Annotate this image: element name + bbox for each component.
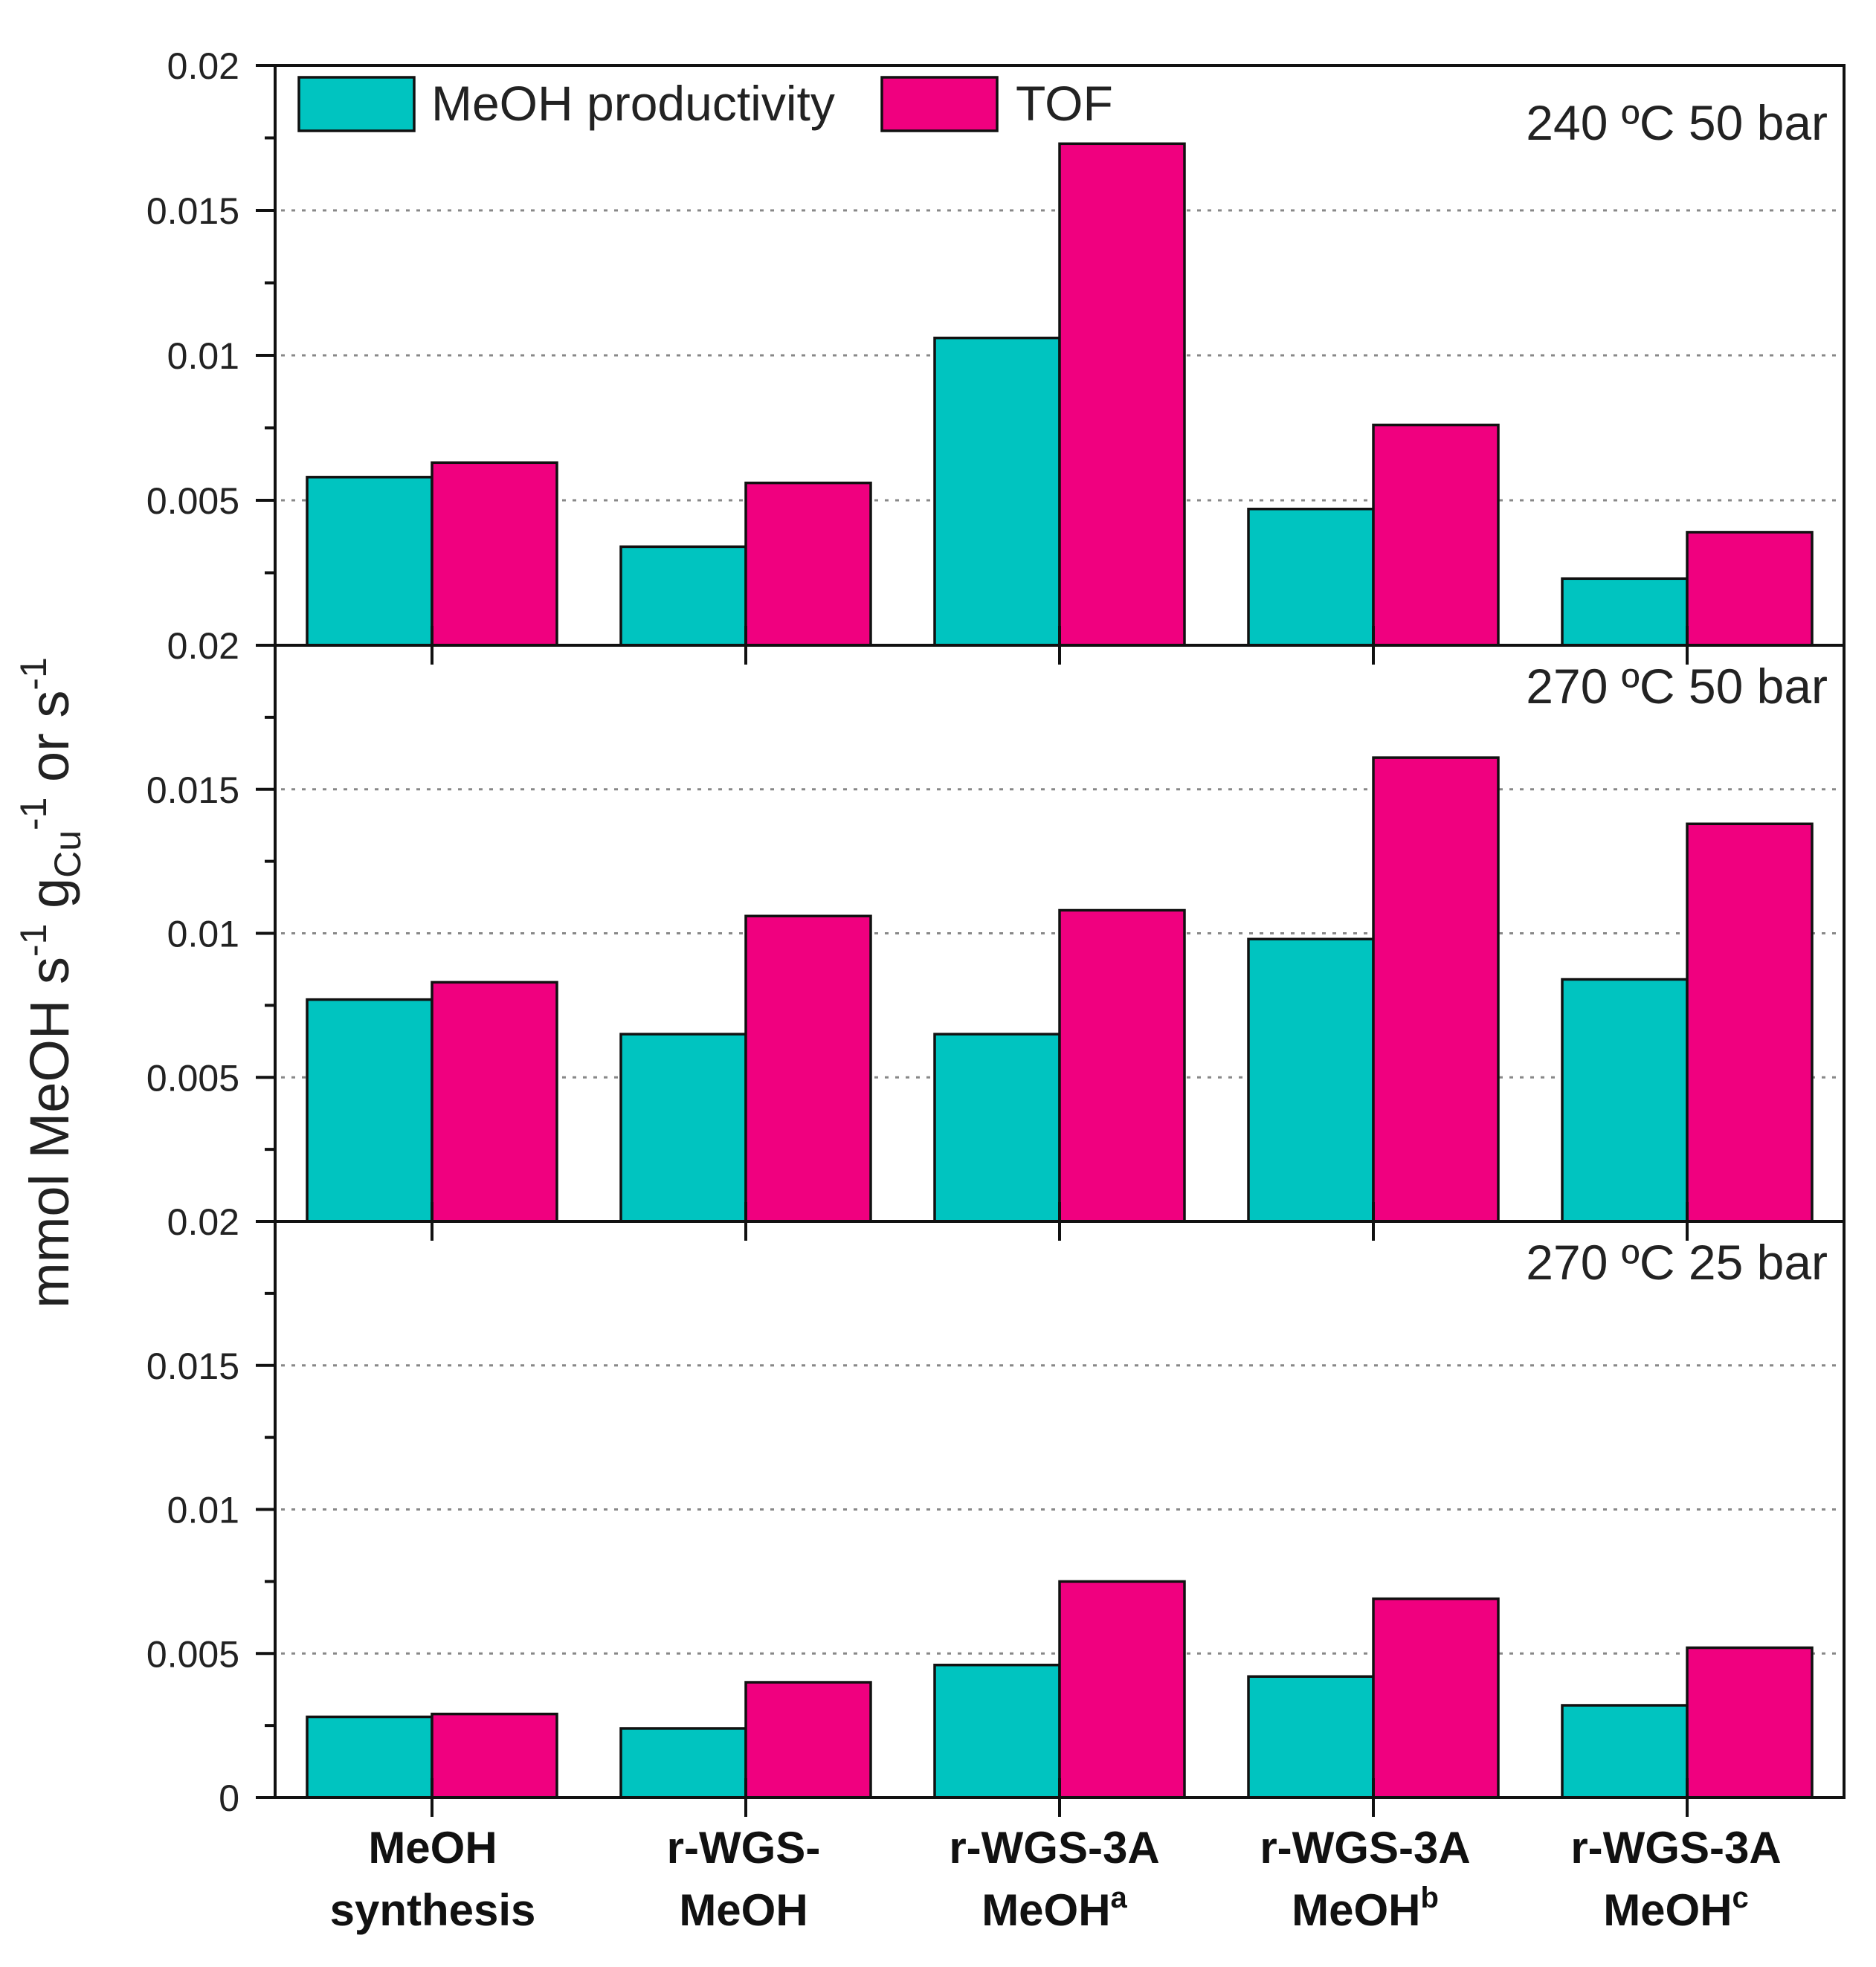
category-label-2-line2: MeOHa [981, 1882, 1127, 1935]
ytick-label-p2-3: 0.015 [146, 1346, 239, 1387]
category-label-0-line2: synthesis [330, 1885, 536, 1935]
bar-p1-meoh-productivity-1 [619, 1033, 747, 1223]
bar-p0-meoh-productivity-0 [306, 476, 433, 647]
bar-p2-meoh-productivity-0 [306, 1715, 433, 1799]
bar-p1-tof-1 [744, 914, 872, 1223]
bar-p0-tof-1 [744, 481, 872, 647]
bar-p0-tof-0 [431, 461, 558, 647]
ylabel-g: g [19, 878, 80, 924]
bar-p2-meoh-productivity-2 [933, 1664, 1061, 1799]
bar-p2-meoh-productivity-3 [1247, 1675, 1375, 1799]
legend-swatch-meoh-productivity [297, 76, 416, 132]
bar-p1-tof-4 [1686, 822, 1814, 1223]
category-label-4-line2: MeOHc [1603, 1882, 1749, 1935]
ytick-label-p0-0: 0.02 [167, 625, 239, 667]
category-label-3-sup: b [1420, 1882, 1438, 1914]
text-layer: 0.02 0.005 0.01 0.015 0.02 240 ºC 50 bar 0.02 0… [146, 45, 1828, 1819]
bar-p1-tof-3 [1372, 756, 1500, 1223]
ytick-label-p1-2: 0.01 [167, 914, 239, 955]
ytick-label-p1-0: 0.02 [167, 1201, 239, 1243]
ytick-label-p0-1: 0.005 [146, 480, 239, 522]
legend: MeOH productivity TOF [297, 76, 1113, 132]
bar-p2-tof-0 [431, 1712, 558, 1799]
bar-p2-meoh-productivity-1 [619, 1727, 747, 1799]
bar-p0-tof-4 [1686, 531, 1814, 647]
ytick-label-p0-4: 0.02 [167, 45, 239, 87]
category-label-2-sup: a [1111, 1882, 1128, 1914]
bar-p1-meoh-productivity-0 [306, 998, 433, 1223]
category-label-0-line1: MeOH [368, 1823, 497, 1873]
category-label-2-main: MeOH [981, 1885, 1110, 1935]
bar-p2-tof-4 [1686, 1646, 1814, 1799]
y-axis-label: mmol MeOH s-1 gCu-1 or s-1 [13, 657, 88, 1308]
legend-label-tof: TOF [1016, 76, 1113, 131]
axis-layer [256, 64, 1846, 1817]
category-label-4-sup: c [1732, 1882, 1749, 1914]
bar-layer [306, 142, 1814, 1799]
bar-p0-meoh-productivity-1 [619, 545, 747, 647]
category-label-4-line1: r-WGS-3A [1570, 1823, 1781, 1873]
bar-p2-tof-1 [744, 1681, 872, 1799]
ylabel-sup2: -1 [13, 798, 54, 830]
ylabel-prefix: mmol MeOH s [19, 957, 80, 1308]
category-label-1-line1: r-WGS- [667, 1823, 821, 1873]
bar-p0-tof-2 [1058, 142, 1186, 647]
bar-p1-meoh-productivity-3 [1247, 937, 1375, 1223]
ytick-label-p2-1: 0.005 [146, 1633, 239, 1675]
category-label-3-main: MeOH [1292, 1885, 1420, 1935]
ytick-label-p1-1: 0.005 [146, 1057, 239, 1099]
ylabel-sup1: -1 [13, 924, 54, 957]
bar-p0-tof-3 [1372, 423, 1500, 647]
bar-p0-meoh-productivity-4 [1561, 577, 1689, 647]
bar-p2-tof-3 [1372, 1597, 1500, 1799]
panel-title-1: 270 ºC 50 bar [1526, 659, 1828, 714]
bar-p0-meoh-productivity-3 [1247, 507, 1375, 647]
ylabel-sup3: -1 [13, 657, 54, 690]
category-label-1-line2: MeOH [679, 1885, 808, 1935]
ylabel-suffix: or s [19, 691, 80, 798]
ytick-label-p0-3: 0.015 [146, 190, 239, 232]
legend-label-meoh-productivity: MeOH productivity [431, 76, 835, 131]
bar-p1-tof-2 [1058, 908, 1186, 1223]
bar-p0-meoh-productivity-2 [933, 336, 1061, 647]
bar-p1-meoh-productivity-4 [1561, 978, 1689, 1223]
legend-swatch-tof [880, 76, 999, 132]
bar-p1-meoh-productivity-2 [933, 1033, 1061, 1223]
category-label-3-line1: r-WGS-3A [1260, 1823, 1470, 1873]
panel-title-0: 240 ºC 50 bar [1526, 95, 1828, 150]
ylabel-sub: Cu [47, 830, 88, 878]
bar-p2-meoh-productivity-4 [1561, 1704, 1689, 1799]
bar-p2-tof-2 [1058, 1580, 1186, 1799]
bar-p1-tof-0 [431, 981, 558, 1223]
ytick-label-p2-2: 0.01 [167, 1490, 239, 1531]
category-label-2-line1: r-WGS-3A [949, 1823, 1159, 1873]
category-labels: MeOH synthesis r-WGS- MeOH r-WGS-3A MeOH… [330, 1823, 1782, 1935]
ytick-label-p1-3: 0.015 [146, 769, 239, 811]
category-label-4-main: MeOH [1603, 1885, 1732, 1935]
ytick-label-p2-0: 0 [219, 1777, 239, 1819]
category-label-3-line2: MeOHb [1292, 1882, 1439, 1935]
ytick-label-p0-2: 0.01 [167, 335, 239, 377]
panel-title-2: 270 ºC 25 bar [1526, 1235, 1828, 1290]
